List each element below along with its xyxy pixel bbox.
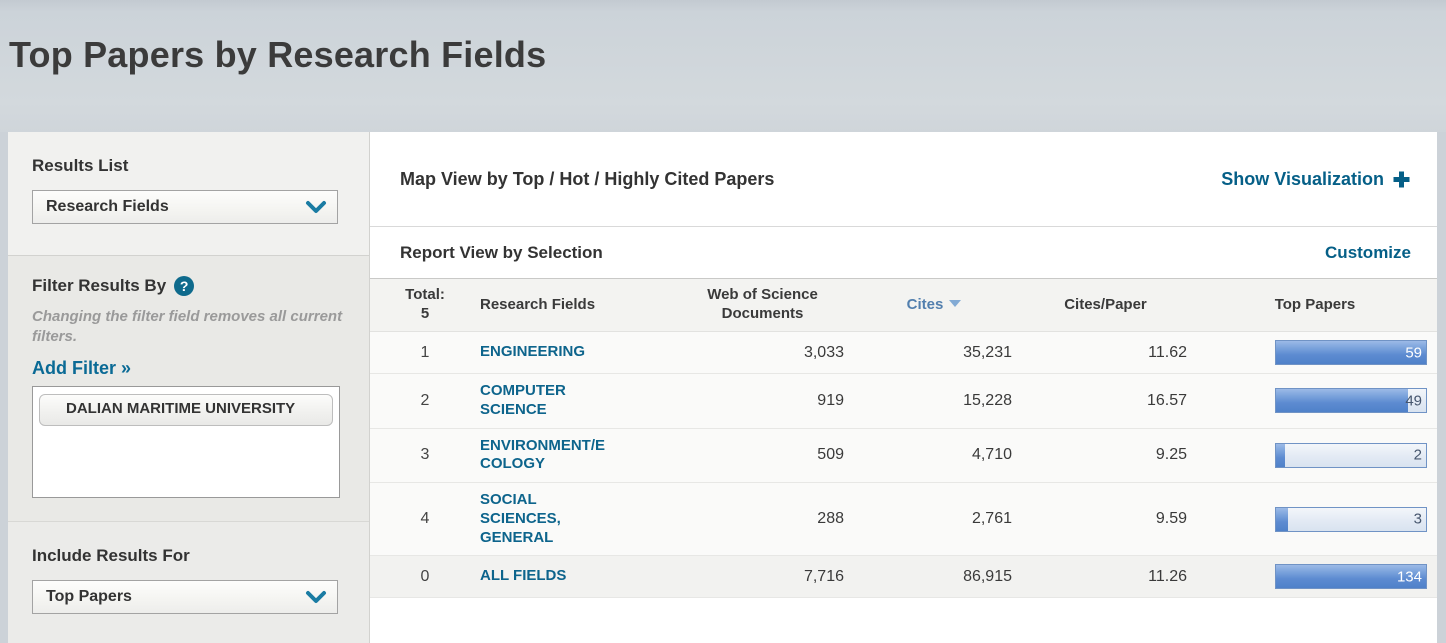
- row-cites: 86,915: [963, 567, 1012, 585]
- field-link-all-fields[interactable]: ALL FIELDS: [480, 567, 567, 585]
- row-cites: 35,231: [963, 343, 1012, 361]
- row-rank: 4: [420, 510, 430, 528]
- row-cites: 15,228: [963, 391, 1012, 409]
- row-rank: 0: [420, 567, 430, 585]
- show-visualization-label: Show Visualization: [1221, 168, 1384, 189]
- table-row: 3 ENVIRONMENT/E COLOGY 509 4,710 9.25 2: [370, 428, 1437, 483]
- row-cites-per-paper: 11.62: [1148, 343, 1187, 361]
- page-title: Top Papers by Research Fields: [9, 34, 547, 75]
- table-header: Total: 5 Research Fields Web of Science …: [370, 278, 1437, 332]
- row-documents: 509: [817, 446, 844, 464]
- table-row-all-fields: 0 ALL FIELDS 7,716 86,915 11.26 134: [370, 556, 1437, 599]
- table-row: 1 ENGINEERING 3,033 35,231 11.62 59: [370, 332, 1437, 374]
- top-papers-value: 3: [1413, 510, 1422, 528]
- results-list-dropdown-value: Research Fields: [46, 198, 169, 215]
- row-cites-per-paper: 9.59: [1155, 510, 1187, 528]
- customize-link[interactable]: Customize: [1325, 242, 1411, 262]
- content-area: Results List Research Fields Filter Resu…: [8, 132, 1437, 643]
- filter-section: Filter Results By ? Changing the filter …: [8, 255, 369, 521]
- sidebar: Results List Research Fields Filter Resu…: [8, 132, 370, 643]
- top-papers-bar: 2: [1275, 442, 1427, 468]
- help-icon[interactable]: ?: [174, 276, 195, 296]
- column-wos-documents[interactable]: Web of Science Documents: [707, 286, 818, 322]
- show-visualization-link[interactable]: Show Visualization: [1221, 169, 1411, 190]
- row-cites: 4,710: [971, 446, 1012, 464]
- field-link-social-sciences-general[interactable]: SOCIAL SCIENCES, GENERAL: [480, 491, 561, 546]
- total-label: Total:: [405, 286, 445, 304]
- top-papers-bar-fill: [1276, 565, 1426, 589]
- top-papers-bar: 134: [1275, 564, 1427, 590]
- top-papers-bar: 59: [1275, 340, 1427, 365]
- column-cites-per-paper[interactable]: Cites/Paper: [1064, 295, 1147, 313]
- main-panel: Map View by Top / Hot / Highly Cited Pap…: [370, 132, 1437, 643]
- chevron-down-icon: [305, 590, 327, 604]
- row-cites-per-paper: 11.26: [1148, 567, 1187, 585]
- include-results-heading: Include Results For: [32, 546, 190, 565]
- include-results-dropdown-value: Top Papers: [46, 588, 132, 605]
- include-results-section: Include Results For Top Papers: [8, 521, 369, 643]
- row-documents: 288: [817, 510, 844, 528]
- column-cites-sorted[interactable]: Cites: [850, 290, 1018, 321]
- results-list-section: Results List Research Fields: [8, 132, 369, 255]
- top-papers-value: 134: [1396, 568, 1422, 586]
- filter-heading: Filter Results By: [32, 276, 167, 295]
- include-results-dropdown[interactable]: Top Papers: [32, 580, 338, 614]
- total-count: 5: [420, 305, 430, 322]
- chevron-down-icon: [305, 200, 327, 214]
- top-papers-bar-fill: [1276, 507, 1288, 531]
- field-link-environment-ecology[interactable]: ENVIRONMENT/E COLOGY: [480, 436, 606, 473]
- top-papers-value: 2: [1413, 446, 1422, 464]
- results-list-heading: Results List: [32, 156, 129, 175]
- top-papers-bar-fill: [1276, 443, 1285, 467]
- results-list-dropdown[interactable]: Research Fields: [32, 190, 338, 224]
- row-rank: 3: [420, 446, 430, 464]
- plus-icon: [1392, 170, 1411, 189]
- filter-note: Changing the filter field removes all cu…: [32, 308, 343, 345]
- top-papers-bar-fill: [1276, 341, 1426, 364]
- field-link-computer-science[interactable]: COMPUTER SCIENCE: [480, 382, 566, 418]
- sort-descending-icon: [949, 299, 962, 307]
- row-documents: 3,033: [803, 343, 844, 361]
- top-papers-bar-fill: [1276, 389, 1408, 413]
- column-top-papers[interactable]: Top Papers: [1274, 295, 1356, 313]
- field-link-engineering[interactable]: ENGINEERING: [480, 343, 586, 361]
- row-rank: 1: [420, 343, 430, 361]
- row-rank: 2: [420, 391, 430, 409]
- top-papers-value: 49: [1405, 392, 1422, 410]
- map-view-bar: Map View by Top / Hot / Highly Cited Pap…: [370, 132, 1437, 227]
- column-total: Total: 5: [380, 280, 470, 330]
- cites-label: Cites: [906, 295, 944, 313]
- table-row: 4 SOCIAL SCIENCES, GENERAL 288 2,761 9.5…: [370, 483, 1437, 557]
- row-cites-per-paper: 16.57: [1146, 391, 1187, 409]
- table-row: 2 COMPUTER SCIENCE 919 15,228 16.57 49: [370, 374, 1437, 429]
- filter-chip-dalian-maritime-university[interactable]: DALIAN MARITIME UNIVERSITY: [39, 394, 333, 426]
- page-header: Top Papers by Research Fields: [0, 0, 1446, 132]
- row-cites: 2,761: [971, 510, 1012, 528]
- row-documents: 7,716: [803, 567, 844, 585]
- top-papers-bar: 3: [1275, 506, 1427, 532]
- report-view-bar: Report View by Selection Customize: [370, 227, 1437, 278]
- row-cites-per-paper: 9.25: [1155, 446, 1187, 464]
- top-papers-bar: 49: [1275, 388, 1427, 414]
- column-research-fields[interactable]: Research Fields: [480, 295, 596, 313]
- top-papers-value: 59: [1405, 344, 1422, 361]
- map-view-title: Map View by Top / Hot / Highly Cited Pap…: [400, 168, 775, 189]
- add-filter-link[interactable]: Add Filter »: [32, 358, 132, 378]
- row-documents: 919: [817, 391, 844, 409]
- filter-list-box: DALIAN MARITIME UNIVERSITY: [32, 386, 340, 498]
- report-view-title: Report View by Selection: [400, 242, 603, 262]
